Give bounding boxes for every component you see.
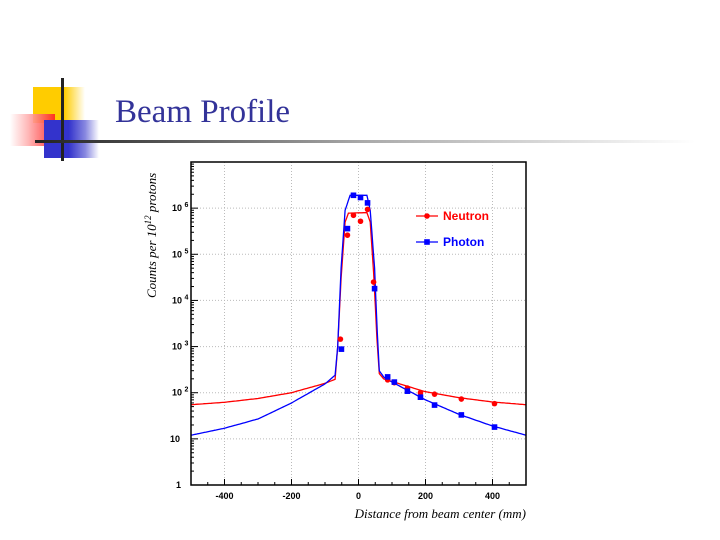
y-axis-label: Counts per 1012 protons <box>143 173 159 298</box>
y-tick-label: 1 <box>176 480 181 490</box>
x-tick-label: 200 <box>418 491 433 501</box>
neutron-data-point <box>370 279 377 285</box>
slide-title: Beam Profile <box>115 94 291 130</box>
y-tick-label: 10 2 <box>172 387 189 398</box>
photon-data-point <box>458 412 465 418</box>
x-axis-label: Distance from beam center (mm) <box>354 506 526 521</box>
photon-data-point <box>384 374 391 380</box>
x-tick-label: -200 <box>282 491 300 501</box>
photon-data-point <box>391 379 398 385</box>
neutron-data-point <box>431 391 438 397</box>
decor-blue-square <box>44 120 99 158</box>
x-tick-label: 0 <box>356 491 361 501</box>
photon-data-point <box>371 285 378 292</box>
y-tick-exponent: 5 <box>185 248 189 255</box>
decor-vertical-line <box>61 78 64 161</box>
neutron-data-point <box>337 336 344 342</box>
legend-label-neutron: Neutron <box>443 209 489 223</box>
neutron-data-point <box>417 389 424 396</box>
photon-data-point <box>417 394 424 400</box>
neutron-data-point <box>350 212 357 219</box>
neutron-data-point <box>357 218 364 225</box>
y-tick-base: 10 <box>172 249 185 259</box>
neutron-data-point <box>364 206 371 213</box>
y-axis-label-sup: 12 <box>143 215 153 225</box>
legend-label-photon: Photon <box>443 235 484 249</box>
neutron-fit-curve <box>190 211 527 406</box>
neutron-data-point <box>458 396 465 402</box>
y-tick-base: 10 <box>172 203 185 213</box>
y-tick-base: 10 <box>172 295 185 305</box>
x-tick-label: 400 <box>485 491 500 501</box>
y-tick-label: 10 4 <box>172 294 189 305</box>
photon-data-point <box>491 424 498 430</box>
legend-marker-neutron <box>424 213 430 219</box>
y-tick-exponent: 3 <box>185 341 189 348</box>
y-tick-exponent: 2 <box>185 387 189 394</box>
y-tick-base: 10 <box>172 388 185 398</box>
y-axis-label-tail: protons <box>144 173 159 216</box>
y-tick-label: 10 6 <box>172 202 189 213</box>
y-tick-label: 10 3 <box>172 341 189 352</box>
y-tick-exponent: 6 <box>185 202 189 209</box>
neutron-data-point <box>491 400 498 407</box>
decor-horizontal-rule <box>35 140 695 143</box>
neutron-data-point <box>344 232 351 238</box>
x-tick-label: -400 <box>215 491 233 501</box>
photon-data-point <box>350 192 357 199</box>
photon-data-point <box>431 402 438 408</box>
photon-data-point <box>364 200 371 206</box>
legend: Neutron Photon <box>416 209 489 249</box>
y-tick-base: 1 <box>176 480 181 490</box>
y-tick-exponent: 4 <box>185 294 189 301</box>
photon-data-point <box>344 225 351 232</box>
photon-data-point <box>404 388 411 394</box>
y-tick-label: 10 5 <box>172 248 189 259</box>
photon-data-point <box>338 346 345 352</box>
y-tick-base: 10 <box>172 342 185 352</box>
y-axis-label-main: Counts per 10 <box>144 224 159 298</box>
data-points <box>337 192 498 430</box>
y-tick-label: 10 <box>170 434 180 444</box>
legend-marker-photon <box>424 239 430 245</box>
y-tick-base: 10 <box>170 434 180 444</box>
photon-data-point <box>357 194 364 201</box>
